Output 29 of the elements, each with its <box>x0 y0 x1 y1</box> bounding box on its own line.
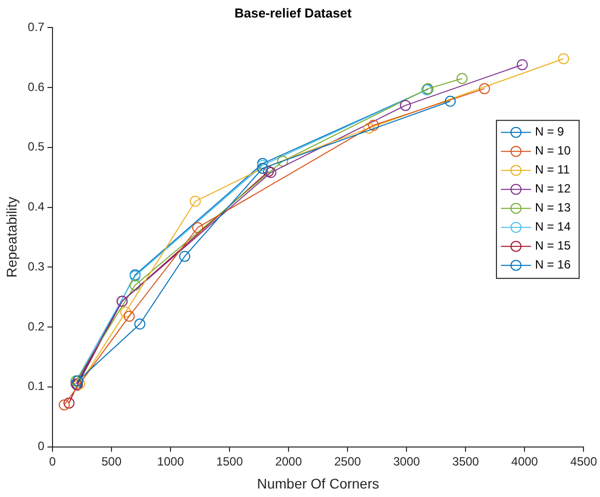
x-tick-label: 3500 <box>452 454 480 468</box>
legend-label: N = 11 <box>534 162 570 177</box>
x-tick-label: 2500 <box>334 454 362 468</box>
x-tick-label: 1000 <box>157 454 184 468</box>
y-tick-label: 0.6 <box>28 80 45 94</box>
chart-title: Base-relief Dataset <box>234 5 352 20</box>
x-tick-label: 4000 <box>511 454 538 468</box>
y-axis-title: Repeatability <box>3 196 20 278</box>
x-tick-label: 2000 <box>275 454 302 468</box>
y-tick-label: 0.4 <box>28 200 45 214</box>
legend-label: N = 15 <box>534 238 571 253</box>
x-tick-label: 4500 <box>570 454 598 468</box>
legend-label: N = 16 <box>534 258 571 272</box>
x-tick-label: 1500 <box>216 454 244 468</box>
y-tick-label: 0 <box>38 439 45 454</box>
y-tick-label: 0.7 <box>28 20 45 34</box>
x-tick-label: 0 <box>49 454 56 468</box>
legend-label: N = 10 <box>534 144 571 158</box>
y-tick-label: 0.2 <box>28 319 45 334</box>
legend-label: N = 12 <box>534 182 571 196</box>
legend-label: N = 9 <box>534 124 564 139</box>
x-tick-label: 3000 <box>393 454 420 468</box>
y-tick-label: 0.1 <box>28 379 45 394</box>
y-tick-label: 0.3 <box>28 259 45 274</box>
x-axis-title: Number Of Corners <box>256 475 380 492</box>
x-tick-label: 500 <box>101 454 122 468</box>
legend-label: N = 14 <box>534 220 571 234</box>
legend-label: N = 13 <box>534 200 571 215</box>
y-tick-label: 0.5 <box>28 140 45 154</box>
